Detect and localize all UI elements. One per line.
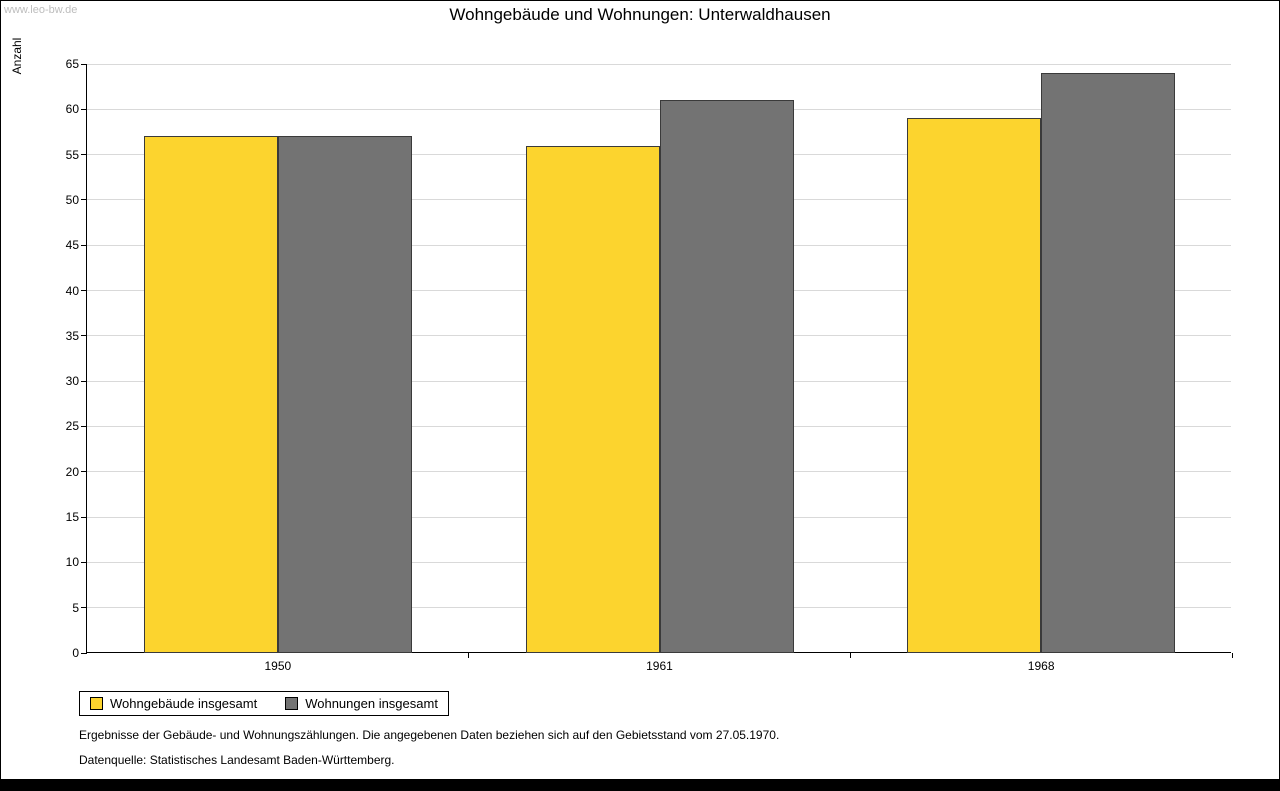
y-tick-label: 35 xyxy=(65,328,79,343)
legend-swatch xyxy=(285,697,299,710)
y-tick-label: 50 xyxy=(65,192,79,207)
legend: Wohngebäude insgesamt Wohnungen insgesam… xyxy=(79,691,449,716)
footnote: Datenquelle: Statistisches Landesamt Bad… xyxy=(79,753,395,767)
bottom-bar xyxy=(1,779,1279,790)
y-axis-tick xyxy=(81,63,87,65)
y-axis-tick xyxy=(81,108,87,110)
chart-title: Wohngebäude und Wohnungen: Unterwaldhaus… xyxy=(449,5,831,24)
y-axis-tick xyxy=(81,244,87,246)
legend-label: Wohngebäude insgesamt xyxy=(110,696,258,711)
y-tick-label: 5 xyxy=(72,600,79,615)
bar xyxy=(659,100,794,653)
bar xyxy=(907,118,1042,653)
y-tick-label: 10 xyxy=(65,555,79,570)
y-axis-tick xyxy=(81,652,87,654)
bar xyxy=(143,136,278,653)
y-tick-label: 40 xyxy=(65,283,79,298)
y-axis-tick xyxy=(81,290,87,292)
y-tick-label: 20 xyxy=(65,464,79,479)
y-axis-tick xyxy=(81,425,87,427)
y-tick-label: 60 xyxy=(65,102,79,117)
y-tick-label: 25 xyxy=(65,419,79,434)
y-tick-label: 0 xyxy=(72,646,79,660)
y-tick-label: 15 xyxy=(65,510,79,525)
gridline xyxy=(87,63,1231,65)
y-axis-tick xyxy=(81,471,87,473)
x-axis-tick xyxy=(468,653,470,658)
y-axis-tick xyxy=(81,199,87,201)
y-axis-tick xyxy=(81,607,87,609)
y-axis-tick xyxy=(81,516,87,518)
footnote: Ergebnisse der Gebäude- und Wohnungszähl… xyxy=(79,728,780,742)
legend-label: Wohnungen insgesamt xyxy=(305,696,438,711)
watermark: www.leo-bw.de xyxy=(4,4,78,16)
y-tick-label: 45 xyxy=(65,238,79,253)
y-tick-label: 30 xyxy=(65,374,79,389)
x-axis-tick xyxy=(849,653,851,658)
legend-item: Wohngebäude insgesamt xyxy=(90,696,257,711)
legend-item: Wohnungen insgesamt xyxy=(285,696,438,711)
y-axis-tick xyxy=(81,154,87,156)
x-axis-tick xyxy=(1231,653,1233,658)
y-tick-label: 55 xyxy=(65,147,79,162)
bar xyxy=(277,136,412,653)
x-category-label: 1961 xyxy=(646,659,673,673)
legend-swatch xyxy=(90,697,103,710)
y-axis-label: Anzahl xyxy=(10,37,24,75)
x-category-label: 1950 xyxy=(264,659,292,673)
x-category-label: 1968 xyxy=(1027,659,1055,673)
y-axis-tick xyxy=(81,380,87,382)
bar xyxy=(525,145,660,653)
gridline xyxy=(87,108,1231,110)
y-tick-label: 65 xyxy=(65,57,79,71)
plot-area: 0 5 10 15 20 25 30 35 40 45 50 55 60 65 1950 1961 1968 xyxy=(66,57,1233,673)
bar xyxy=(1041,73,1176,653)
y-axis-tick xyxy=(81,561,87,563)
y-axis-tick xyxy=(81,335,87,337)
